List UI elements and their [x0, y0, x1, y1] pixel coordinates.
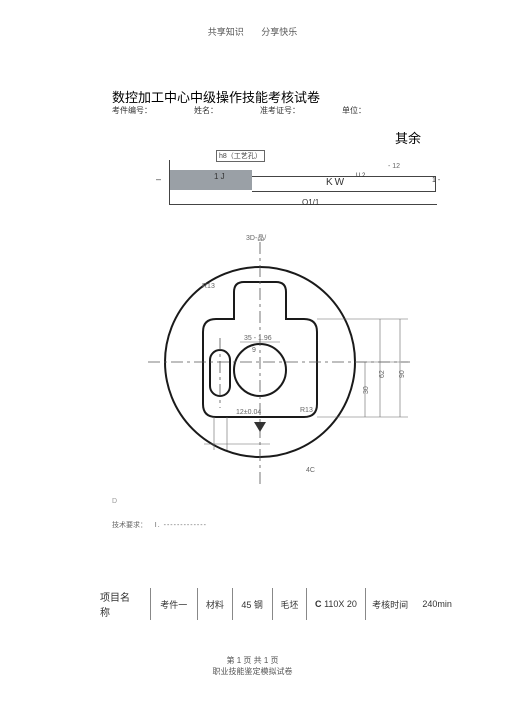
techreq-label: 技术要求：	[112, 522, 147, 529]
blank-prefix: C	[315, 599, 322, 609]
label-o1: O1/1	[302, 198, 319, 207]
label-neg12: - 12	[388, 163, 400, 170]
qiyu-label: 其余	[395, 128, 421, 147]
cell-time-label: 考核时间	[365, 588, 414, 620]
dim-h90: 90	[399, 370, 406, 378]
dim-h62: 62	[379, 370, 386, 378]
meta-no: 考件编号：	[112, 105, 152, 116]
section-bar	[154, 170, 444, 190]
meta-unit: 单位：	[342, 105, 366, 116]
page-header: 共享知识 分享快乐	[0, 25, 505, 38]
footer-page: 第 1 页 共 1 页	[0, 655, 505, 666]
h8-label: h8（工艺孔）	[216, 150, 265, 162]
cell-blank: C 110X 20	[306, 588, 365, 620]
dim-w35: 35 - 1.96	[244, 335, 272, 342]
cell-part: 考件一	[150, 588, 198, 620]
cell-time: 240min	[414, 588, 460, 620]
meta-row: 考件编号： 姓名： 准考证号： 单位：	[112, 105, 366, 116]
dim-r13r: R13	[300, 407, 313, 414]
page-footer: 第 1 页 共 1 页 职业技能鉴定模拟试卷	[0, 655, 505, 677]
dim-t12: 12±0.04	[236, 409, 261, 416]
label-u2: U 2	[356, 173, 365, 179]
meta-name: 姓名：	[194, 105, 218, 116]
header-left: 共享知识	[208, 27, 244, 37]
dim-h30: 30	[363, 386, 370, 394]
blank-val: 110X 20	[324, 599, 357, 609]
dash-left: –	[156, 174, 161, 184]
header-right: 分享快乐	[261, 27, 297, 37]
label-kw: KW	[326, 177, 346, 188]
techreq-body: I. -------------	[155, 522, 207, 529]
bar-shaded	[170, 170, 252, 190]
page-title: 数控加工中心中级操作技能考核试卷	[112, 87, 320, 106]
dim-9: 9	[252, 347, 256, 354]
footer-sub: 职业技能鉴定模拟试卷	[0, 666, 505, 677]
cell-blank-label: 毛坯	[272, 588, 306, 620]
label-1j: 1 J	[214, 172, 225, 181]
dim-top: 3D-晶/	[246, 234, 266, 242]
section-view: h8（工艺孔） – 1 J KW U 2 - 12 1 - O1/1	[154, 150, 444, 212]
dim-4c: 4C	[306, 467, 315, 474]
proj-label: 项目名称	[100, 589, 150, 619]
main-diagram: 3D-晶/ R13 R13 35 - 1.96 12±0.04 30 62 90…	[110, 222, 440, 502]
info-table: 项目名称 考件一 材料 45 钢 毛坯 C 110X 20 考核时间 240mi…	[100, 588, 460, 620]
d-label: D	[112, 498, 117, 505]
meta-cert: 准考证号：	[260, 105, 300, 116]
cell-mat-label: 材料	[197, 588, 231, 620]
cell-mat: 45 钢	[232, 588, 272, 620]
dim-r13l: R13	[202, 283, 215, 290]
label-one: 1 -	[432, 177, 440, 184]
tech-requirements: 技术要求： I. -------------	[112, 520, 207, 530]
